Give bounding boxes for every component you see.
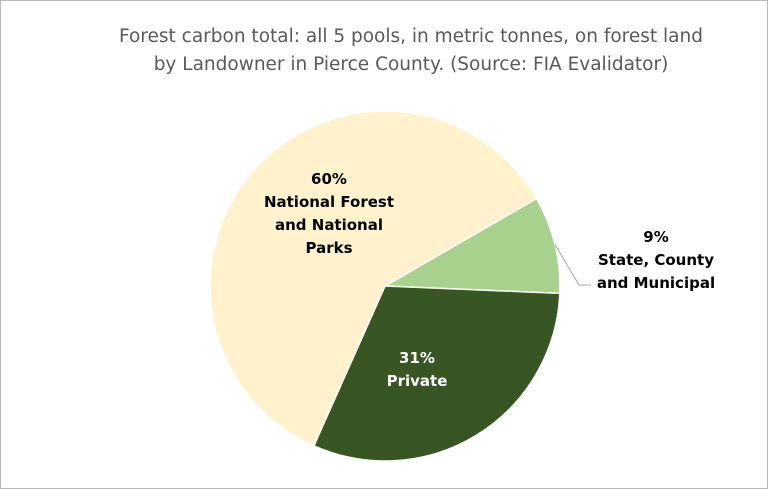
slice-label-line: 60% bbox=[311, 170, 347, 188]
pie-slice bbox=[312, 285, 561, 462]
chart-title-line-2: by Landowner in Pierce County. (Source: … bbox=[153, 54, 669, 75]
chart-title-line-1: Forest carbon total: all 5 pools, in met… bbox=[119, 26, 703, 47]
chart-title: Forest carbon total: all 5 pools, in met… bbox=[91, 23, 731, 79]
slice-label-line: Parks bbox=[305, 239, 352, 257]
pie-slice bbox=[382, 197, 561, 295]
slice-data-label: 60% National Forest and National Parks bbox=[264, 170, 394, 257]
slice-label-line: Private bbox=[387, 372, 448, 390]
slice-data-label: 9% State, County and Municipal bbox=[597, 228, 715, 292]
slice-label-line: and National bbox=[275, 216, 383, 234]
slice-label-line: National Forest bbox=[264, 193, 394, 211]
slice-label-line: and Municipal bbox=[597, 274, 715, 292]
pie-slice bbox=[209, 110, 538, 447]
slice-label-line: 31% bbox=[399, 349, 435, 367]
leader-line bbox=[554, 244, 591, 286]
slice-label-line: 9% bbox=[643, 228, 668, 246]
slice-label-line: State, County bbox=[598, 251, 714, 269]
slice-data-label: 31% Private bbox=[387, 349, 448, 390]
